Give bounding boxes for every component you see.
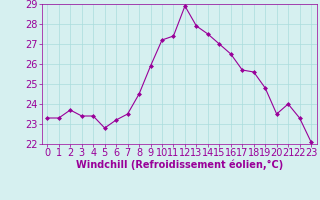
X-axis label: Windchill (Refroidissement éolien,°C): Windchill (Refroidissement éolien,°C) xyxy=(76,160,283,170)
